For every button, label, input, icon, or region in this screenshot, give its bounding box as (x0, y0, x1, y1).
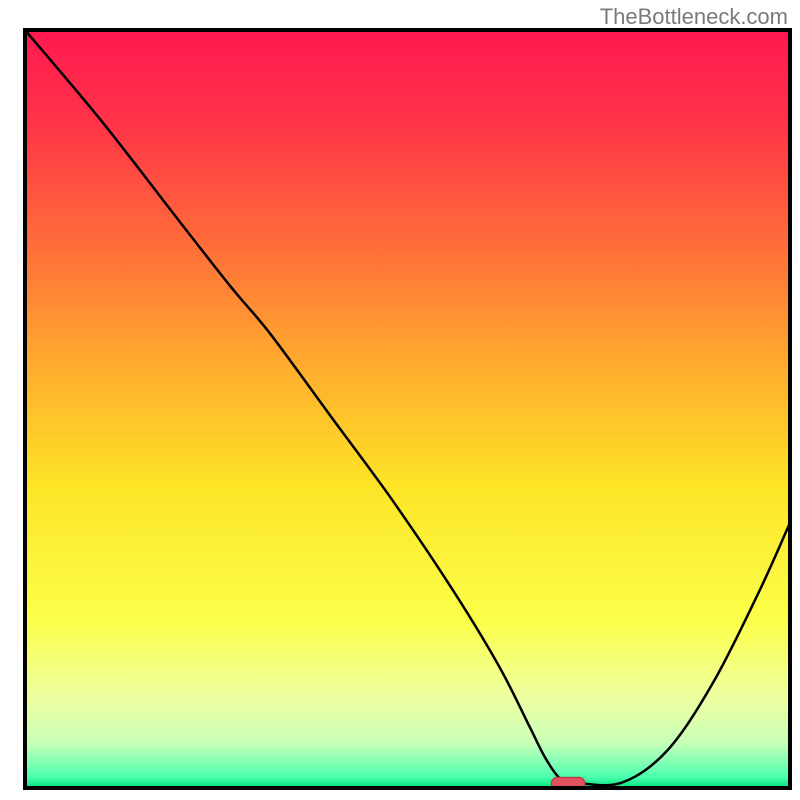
chart-background (25, 30, 790, 788)
watermark-text: TheBottleneck.com (600, 4, 788, 30)
chart-svg (0, 0, 800, 800)
bottleneck-chart (0, 0, 800, 800)
